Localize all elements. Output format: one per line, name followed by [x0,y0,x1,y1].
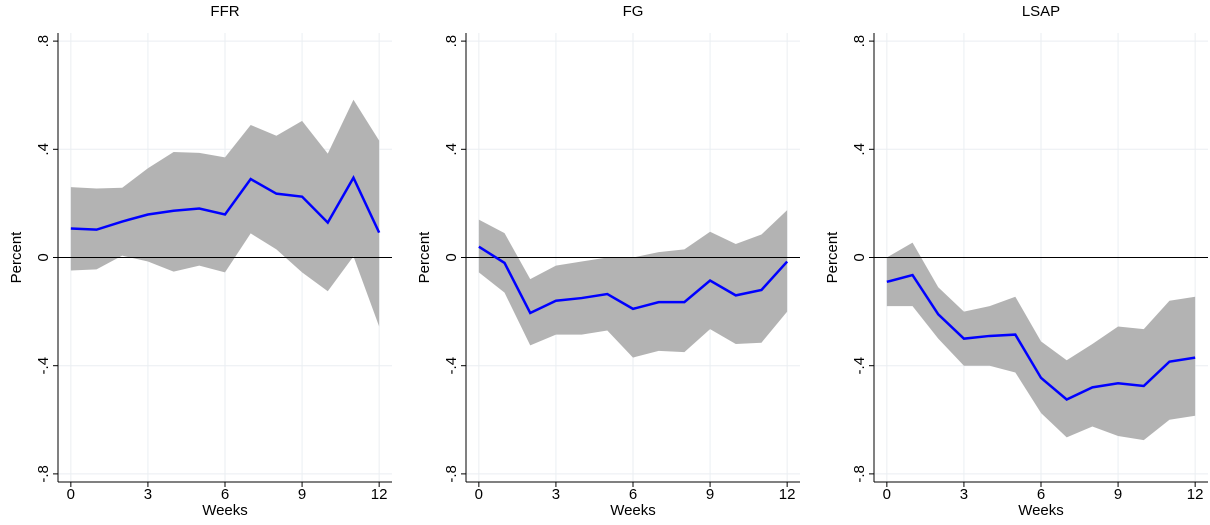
y-axis-label: Percent [824,231,841,284]
y-tick-label: .8 [35,35,52,48]
y-tick-label: -.8 [851,465,868,483]
x-tick-label: 6 [221,486,229,503]
x-tick-label: 9 [706,486,714,503]
y-axis-label: Percent [416,231,433,284]
y-tick-label: .4 [35,143,52,156]
response-line [478,245,789,315]
x-tick-label: 9 [1114,486,1122,503]
y-tick-label: .8 [851,35,868,48]
response-line [70,174,381,234]
x-tick-label: 0 [475,486,483,503]
y-tick-label: -.8 [443,465,460,483]
y-tick-label: -.4 [851,357,868,375]
y-tick-label: .8 [443,35,460,48]
x-tick-label: 6 [629,486,637,503]
confidence-band [886,242,1196,441]
y-tick-label: -.4 [443,357,460,375]
y-tick-label: .4 [443,143,460,156]
x-tick-label: 3 [144,486,152,503]
y-tick-label: .4 [851,143,868,156]
response-line [886,273,1196,401]
y-tick-label: 0 [35,253,52,261]
x-tick-label: 6 [1037,486,1045,503]
y-tick-label: 0 [851,253,868,261]
panel-title: FG [623,3,644,20]
confidence-band [478,210,788,358]
x-tick-label: 12 [1187,486,1204,503]
x-axis-label: Weeks [1018,502,1064,519]
x-tick-label: 3 [552,486,560,503]
x-tick-label: 9 [298,486,306,503]
panel-title: FFR [210,3,239,20]
x-tick-label: 0 [883,486,891,503]
x-tick-label: 12 [371,486,388,503]
y-tick-label: -.8 [35,465,52,483]
panel-title: LSAP [1022,3,1060,20]
y-tick-label: 0 [443,253,460,261]
x-axis-label: Weeks [202,502,248,519]
x-tick-label: 0 [67,486,75,503]
x-tick-label: 12 [779,486,796,503]
x-tick-label: 3 [960,486,968,503]
y-axis-label: Percent [8,231,25,284]
y-tick-label: -.4 [35,357,52,375]
x-axis-label: Weeks [610,502,656,519]
